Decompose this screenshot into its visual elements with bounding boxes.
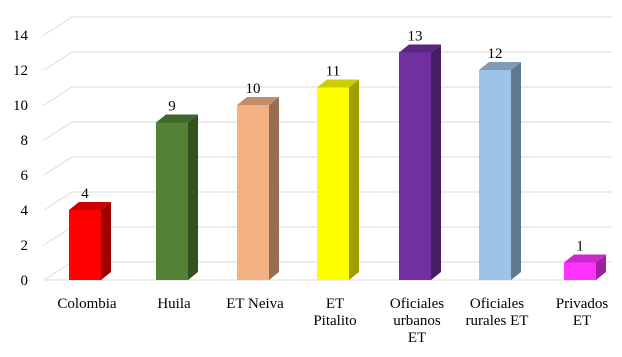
bars-layer: [69, 44, 606, 280]
bar-side-face: [511, 62, 521, 280]
x-tick-label-line: Colombia: [57, 296, 117, 312]
x-tick-label-line: Oficiales: [390, 296, 444, 312]
data-label: 12: [488, 46, 503, 62]
data-label: 11: [326, 64, 340, 80]
x-tick-label-line: Huila: [157, 296, 191, 312]
bar-side-face: [269, 97, 279, 280]
x-tick-label-line: Pitalito: [313, 313, 356, 329]
x-tick-label-line: ET: [326, 296, 344, 312]
bar: [237, 97, 279, 280]
bar-top-face: [317, 79, 359, 88]
bar-top-face: [237, 97, 279, 105]
data-label: 13: [408, 29, 423, 45]
x-tick-label-line: Oficiales: [470, 296, 524, 312]
bar-side-face: [101, 202, 111, 280]
bar: [69, 202, 111, 280]
y-tick-label: 6: [21, 168, 29, 184]
y-tick-label: 2: [21, 238, 29, 254]
bar-top-face: [156, 114, 198, 123]
data-labels-layer: 4 9 10 11 13 12 1: [81, 29, 584, 255]
x-axis-tick-labels: Colombia Huila ET Neiva ETPitalitoOficiales…: [57, 296, 608, 346]
bar: [479, 62, 521, 280]
y-tick-label: 10: [13, 98, 28, 114]
data-label: 4: [81, 186, 89, 202]
x-tick-label: Colombia: [57, 296, 117, 312]
bar-top-face: [69, 202, 111, 210]
bar-side-face: [188, 114, 198, 280]
bar-side-face: [349, 79, 359, 280]
bar: [399, 44, 441, 280]
y-tick-label: 12: [13, 63, 28, 79]
gridline-diagonal: [43, 156, 73, 176]
bar-top-face: [479, 62, 521, 70]
data-label: 9: [168, 99, 176, 115]
data-label: 10: [246, 81, 261, 97]
bar-front-face: [564, 262, 596, 280]
x-tick-label-line: ET: [573, 313, 591, 329]
bar: [317, 79, 359, 280]
bar-front-face: [399, 52, 431, 280]
bar-side-face: [596, 254, 606, 280]
gridline-diagonal: [43, 191, 73, 211]
gridline-diagonal: [43, 121, 73, 141]
gridline-diagonal: [43, 86, 73, 106]
bar-front-face: [237, 105, 269, 280]
bar: [156, 114, 198, 280]
x-tick-label: ET Neiva: [226, 296, 284, 312]
x-tick-label-line: ET: [408, 330, 426, 346]
bar-top-face: [564, 254, 606, 263]
y-tick-label: 8: [21, 133, 29, 149]
y-tick-label: 0: [21, 273, 29, 289]
x-tick-label-line: rurales ET: [466, 313, 529, 329]
x-tick-label-line: Privados: [556, 296, 609, 312]
bar-side-face: [431, 44, 441, 280]
x-tick-label: Huila: [157, 296, 191, 312]
gridline-diagonal: [43, 226, 73, 246]
bar-front-face: [69, 210, 101, 280]
bar-front-face: [479, 70, 511, 280]
x-tick-label-line: ET Neiva: [226, 296, 284, 312]
bar-front-face: [156, 122, 188, 280]
y-tick-label: 4: [21, 203, 29, 219]
gridline-diagonal: [43, 16, 73, 36]
gridline-diagonal: [43, 51, 73, 71]
y-tick-label: 14: [13, 28, 29, 44]
data-label: 1: [576, 239, 584, 255]
bar-front-face: [317, 87, 349, 280]
x-tick-label-line: urbanos: [393, 313, 441, 329]
bar: [564, 254, 606, 280]
bar-top-face: [399, 44, 441, 53]
gridline-diagonal: [43, 261, 73, 281]
y-axis-tick-labels: 0 2 4 6 8 10 12 14: [13, 28, 29, 289]
